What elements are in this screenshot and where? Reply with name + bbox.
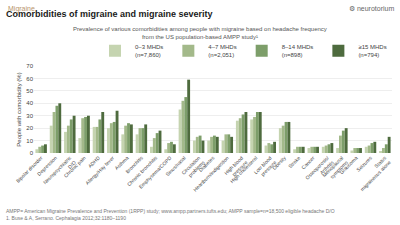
svg-text:Depression: Depression [36, 155, 58, 177]
svg-text:Chronic bronchitis: Chronic bronchitis [126, 154, 159, 187]
svg-text:Bronchitis: Bronchitis [124, 154, 144, 174]
svg-text:20: 20 [26, 125, 33, 131]
svg-text:10: 10 [26, 138, 33, 144]
svg-text:Cancer: Cancer [300, 155, 316, 171]
svg-text:0: 0 [30, 150, 34, 156]
svg-text:Prevalence of various comorbid: Prevalence of various comorbidities amon… [73, 26, 327, 40]
svg-text:AMPP= American Migraine Preval: AMPP= American Migraine Prevalence and P… [6, 208, 335, 221]
svg-text:Seizures: Seizures [355, 154, 373, 172]
svg-text:Statusmigrainosus alone: Statusmigrainosus alone [354, 154, 392, 192]
svg-text:Bipolar disorder: Bipolar disorder [15, 155, 44, 184]
svg-text:Sinus/nasal: Sinus/nasal [164, 155, 187, 178]
svg-text:Low bloodpressure: Low bloodpressure [252, 155, 277, 180]
svg-text:50: 50 [26, 88, 33, 94]
svg-text:60: 60 [26, 76, 33, 82]
svg-text:Stroke: Stroke [287, 155, 302, 170]
svg-text:Allergy/Hay fever: Allergy/Hay fever [84, 155, 115, 186]
svg-text:Heartburn/indigestion: Heartburn/indigestion [192, 155, 230, 193]
svg-text:High cholesterol: High cholesterol [229, 155, 259, 185]
svg-text:Emphysema/COPD: Emphysema/COPD [137, 154, 172, 189]
svg-text:Diabetes: Diabetes [197, 154, 216, 173]
svg-text:≥15 MHDs(n=794): ≥15 MHDs(n=794) [358, 44, 386, 58]
svg-text:70: 70 [26, 63, 33, 69]
svg-text:Glaucoma: Glaucoma [338, 155, 359, 176]
svg-text:Circulationproblems: Circulationproblems [180, 154, 206, 180]
svg-text:ADHD: ADHD [87, 154, 102, 169]
svg-text:People with comorbidity (%): People with comorbidity (%) [16, 72, 22, 146]
svg-text:High bloodpressure: High bloodpressure [223, 155, 249, 181]
svg-text:Chronic pain: Chronic pain [62, 155, 86, 179]
svg-text:⚙ neurotorium: ⚙ neurotorium [349, 5, 394, 12]
svg-text:Menopausalsymptoms: Menopausalsymptoms [321, 154, 349, 182]
svg-text:30: 30 [26, 113, 33, 119]
svg-text:Migraine: Migraine [8, 5, 35, 13]
svg-text:4–7 MHDs(n=2,051): 4–7 MHDs(n=2,051) [208, 44, 236, 58]
svg-text:8–14 MHDs(n=898): 8–14 MHDs(n=898) [282, 44, 314, 58]
svg-text:Osteoporosis/Arthritis: Osteoporosis/Arthritis [304, 154, 335, 185]
svg-text:Comorbidities of migraine and: Comorbidities of migraine and migraine s… [6, 9, 213, 19]
svg-text:Obesity: Obesity [271, 154, 288, 171]
svg-text:NeuropsychiatricD/O: NeuropsychiatricD/O [42, 154, 78, 190]
svg-text:0–3 MHDs(n=7,860): 0–3 MHDs(n=7,860) [135, 44, 163, 58]
svg-text:Asthma: Asthma [113, 155, 129, 171]
svg-text:40: 40 [26, 100, 33, 106]
